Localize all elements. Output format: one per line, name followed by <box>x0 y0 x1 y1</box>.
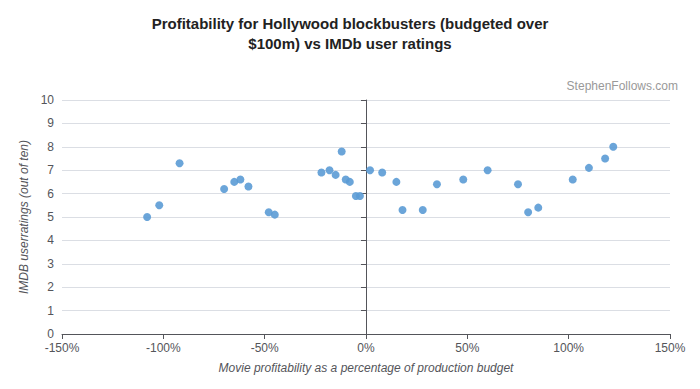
svg-text:3: 3 <box>47 257 54 271</box>
svg-text:Profitability for Hollywood bl: Profitability for Hollywood blockbusters… <box>152 15 549 32</box>
svg-text:1: 1 <box>47 304 54 318</box>
svg-text:9: 9 <box>47 116 54 130</box>
svg-text:2: 2 <box>47 280 54 294</box>
svg-text:150%: 150% <box>655 341 686 355</box>
svg-text:-100%: -100% <box>146 341 181 355</box>
svg-text:100%: 100% <box>553 341 584 355</box>
svg-text:5: 5 <box>47 210 54 224</box>
svg-text:6: 6 <box>47 187 54 201</box>
svg-text:0: 0 <box>47 327 54 341</box>
svg-text:0%: 0% <box>357 341 375 355</box>
svg-text:8: 8 <box>47 140 54 154</box>
svg-text:7: 7 <box>47 163 54 177</box>
svg-text:$100m) vs IMDb user ratings: $100m) vs IMDb user ratings <box>248 35 451 52</box>
svg-text:-50%: -50% <box>251 341 279 355</box>
svg-text:-150%: -150% <box>45 341 80 355</box>
svg-text:10: 10 <box>41 93 55 107</box>
svg-text:IMDB userratings (out of ten): IMDB userratings (out of ten) <box>17 140 31 294</box>
svg-text:Movie profitability as a perce: Movie profitability as a percentage of p… <box>219 361 515 375</box>
svg-text:50%: 50% <box>455 341 479 355</box>
svg-text:4: 4 <box>47 233 54 247</box>
svg-text:StephenFollows.com: StephenFollows.com <box>567 79 678 93</box>
